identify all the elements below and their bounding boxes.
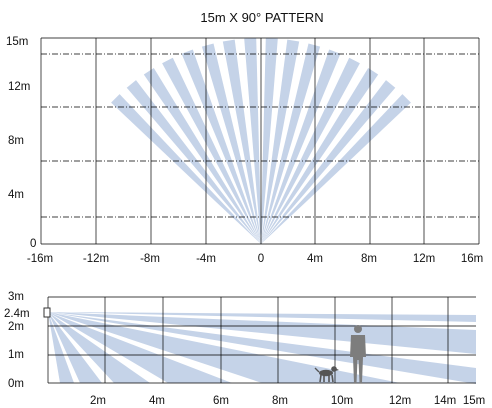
side-beam: [48, 312, 476, 322]
top-x-label: 0: [258, 253, 264, 265]
side-y-axis-labels: 3m 2.4m 2m 1m 0m: [4, 291, 30, 390]
side-beam-fan: [48, 312, 476, 384]
side-beam: [48, 312, 102, 383]
top-beam: [126, 80, 261, 244]
top-beam: [244, 38, 261, 244]
top-beam: [111, 94, 261, 244]
top-beam: [261, 80, 396, 244]
top-x-label: 12m: [413, 253, 435, 265]
top-y-axis-labels: 15m 12m 8m 4m 0: [6, 36, 36, 250]
side-y-label: 2m: [8, 321, 24, 333]
top-y-label: 12m: [8, 81, 30, 93]
side-beam: [48, 312, 476, 354]
top-beam: [261, 39, 300, 244]
side-beam: [48, 312, 150, 383]
top-grid: [40, 37, 480, 245]
side-beam: [48, 312, 74, 383]
top-beam: [261, 94, 411, 244]
top-x-label: 8m: [361, 253, 377, 265]
side-x-label: 10m: [331, 395, 353, 407]
top-beam: [222, 39, 261, 244]
top-y-label: 15m: [6, 36, 28, 48]
top-beam-fan: [111, 38, 411, 245]
top-y-label: 4m: [8, 189, 24, 201]
top-view: 15m 12m 8m 4m 0 -16m -12m -8m -4m 0 4m 8…: [6, 36, 483, 265]
top-x-axis-labels: -16m -12m -8m -4m 0 4m 8m 12m 16m: [27, 253, 483, 265]
top-beam: [261, 57, 360, 245]
side-beam: [48, 312, 232, 383]
person-icon: [350, 325, 366, 383]
side-x-label: 12m: [389, 395, 411, 407]
top-x-label: 16m: [461, 253, 483, 265]
top-beam: [143, 68, 261, 244]
side-x-label: 15m: [463, 395, 485, 407]
side-y-label: 1m: [8, 349, 24, 361]
top-x-label: -12m: [83, 253, 109, 265]
side-x-label: 8m: [272, 395, 288, 407]
side-y-label: 0m: [8, 378, 24, 390]
top-beam: [181, 49, 261, 244]
top-beam: [261, 38, 278, 244]
top-beam: [261, 43, 321, 244]
side-view: 3m 2.4m 2m 1m 0m 2m 4m 6m 8m 10m 12m 14m…: [4, 291, 485, 407]
top-beam: [261, 68, 379, 244]
top-beam: [162, 57, 261, 245]
dog-icon: [314, 366, 339, 383]
side-x-axis-labels: 2m 4m 6m 8m 10m 12m 14m 15m: [90, 395, 485, 407]
side-x-label: 6m: [213, 395, 229, 407]
side-x-label: 14m: [434, 395, 456, 407]
top-x-label: -4m: [196, 253, 216, 265]
side-y-label: 3m: [8, 291, 24, 303]
diagram-title: 15m X 90° PATTERN: [200, 10, 323, 25]
top-y-label: 8m: [8, 135, 24, 147]
top-x-label: -16m: [27, 253, 53, 265]
side-x-label: 4m: [149, 395, 165, 407]
side-beam: [48, 312, 476, 384]
top-x-label: 4m: [307, 253, 323, 265]
side-y-label: 2.4m: [4, 308, 30, 320]
side-x-label: 2m: [90, 395, 106, 407]
side-beam: [48, 312, 400, 383]
top-x-label: -8m: [140, 253, 160, 265]
side-grid: [47, 296, 476, 384]
top-y-label: 0: [30, 238, 36, 250]
top-beam: [261, 49, 341, 244]
top-beam: [201, 43, 261, 244]
sensor-icon: [43, 307, 51, 318]
